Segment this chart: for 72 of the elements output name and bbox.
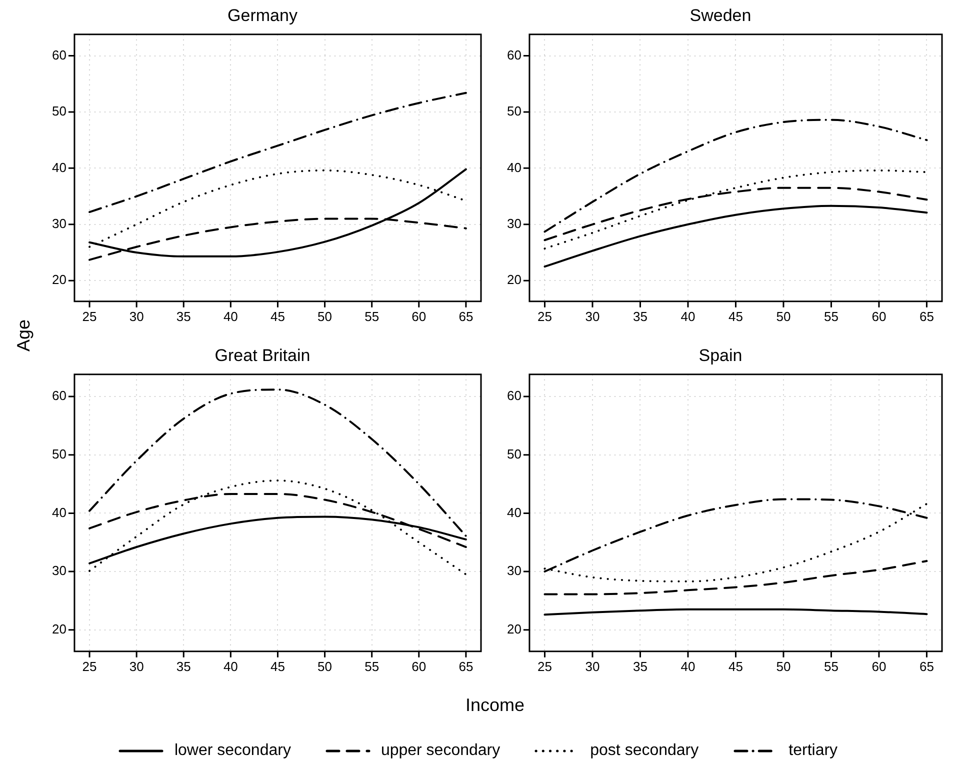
x-tick-label: 40: [223, 308, 238, 324]
x-tick-label: 30: [129, 308, 144, 324]
chart-title: Spain: [698, 346, 742, 365]
x-tick-label: 30: [585, 308, 600, 324]
x-tick-label: 40: [680, 308, 696, 324]
x-tick-label: 55: [364, 658, 380, 674]
y-tick-label: 20: [506, 272, 522, 288]
x-tick-label: 55: [824, 308, 838, 324]
x-tick-label: 25: [538, 308, 552, 324]
x-tick-label: 35: [176, 658, 191, 674]
y-tick-label: 20: [506, 621, 522, 636]
x-tick-label: 65: [919, 658, 934, 674]
x-tick-label: 60: [412, 308, 426, 324]
chart-title: Germany: [228, 6, 298, 25]
x-tick-label: 65: [458, 308, 474, 324]
x-tick-label: 55: [824, 658, 838, 674]
y-tick-label: 60: [506, 47, 522, 62]
x-tick-label: 65: [458, 658, 474, 674]
y-tick-label: 50: [506, 104, 522, 119]
line-series: [88, 480, 467, 576]
y-tick-label: 60: [52, 388, 66, 404]
y-tick-label: 30: [506, 216, 522, 231]
x-tick-label: 40: [223, 658, 238, 674]
y-tick-label: 40: [506, 160, 522, 175]
y-tick-label: 20: [52, 272, 66, 288]
x-tick-label: 45: [728, 308, 743, 324]
line-series: [544, 169, 928, 250]
x-tick-label: 35: [633, 658, 648, 674]
line-series: [544, 118, 928, 233]
y-tick-label: 50: [506, 446, 522, 462]
y-tick-label: 20: [52, 621, 66, 636]
legend-label: upper secondary: [380, 742, 500, 760]
x-tick-label: 50: [318, 308, 332, 324]
x-tick-label: 60: [412, 658, 426, 674]
y-tick-label: 50: [52, 104, 66, 119]
x-tick-label: 25: [538, 658, 552, 674]
x-tick-label: 25: [82, 658, 97, 674]
y-tick-label: 40: [52, 160, 66, 175]
y-tick-label: 60: [506, 388, 522, 404]
y-tick-label: 30: [52, 563, 66, 578]
y-axis-title: Age: [14, 318, 34, 354]
legend-label: post secondary: [590, 742, 699, 760]
x-tick-label: 40: [680, 658, 696, 674]
y-tick-label: 60: [52, 47, 66, 62]
y-tick-label: 40: [506, 504, 522, 520]
x-tick-label: 45: [270, 658, 285, 674]
chart-title: Great Britain: [214, 346, 310, 365]
x-tick-label: 35: [633, 308, 648, 324]
line-series: [88, 92, 467, 214]
x-tick-label: 45: [270, 308, 285, 324]
y-tick-label: 50: [52, 446, 66, 462]
x-tick-label: 50: [318, 658, 332, 674]
x-tick-label: 45: [728, 658, 743, 674]
x-tick-label: 35: [176, 308, 191, 324]
line-series: [544, 560, 928, 596]
legend-label: tertiary: [788, 742, 838, 760]
x-axis-title: Income: [464, 695, 526, 716]
legend-label: lower secondary: [174, 742, 291, 760]
y-tick-label: 30: [52, 216, 66, 231]
x-tick-label: 25: [82, 308, 97, 324]
x-tick-label: 50: [776, 658, 791, 674]
x-tick-label: 55: [364, 308, 380, 324]
x-tick-label: 65: [919, 308, 934, 324]
x-tick-label: 60: [872, 308, 886, 324]
x-tick-label: 30: [585, 658, 600, 674]
y-tick-label: 30: [506, 563, 522, 578]
x-tick-label: 30: [129, 658, 144, 674]
line-series: [544, 204, 928, 268]
y-tick-label: 40: [52, 504, 66, 520]
x-tick-label: 50: [776, 308, 791, 324]
chart-title: Sweden: [690, 6, 752, 25]
x-tick-label: 60: [872, 658, 886, 674]
